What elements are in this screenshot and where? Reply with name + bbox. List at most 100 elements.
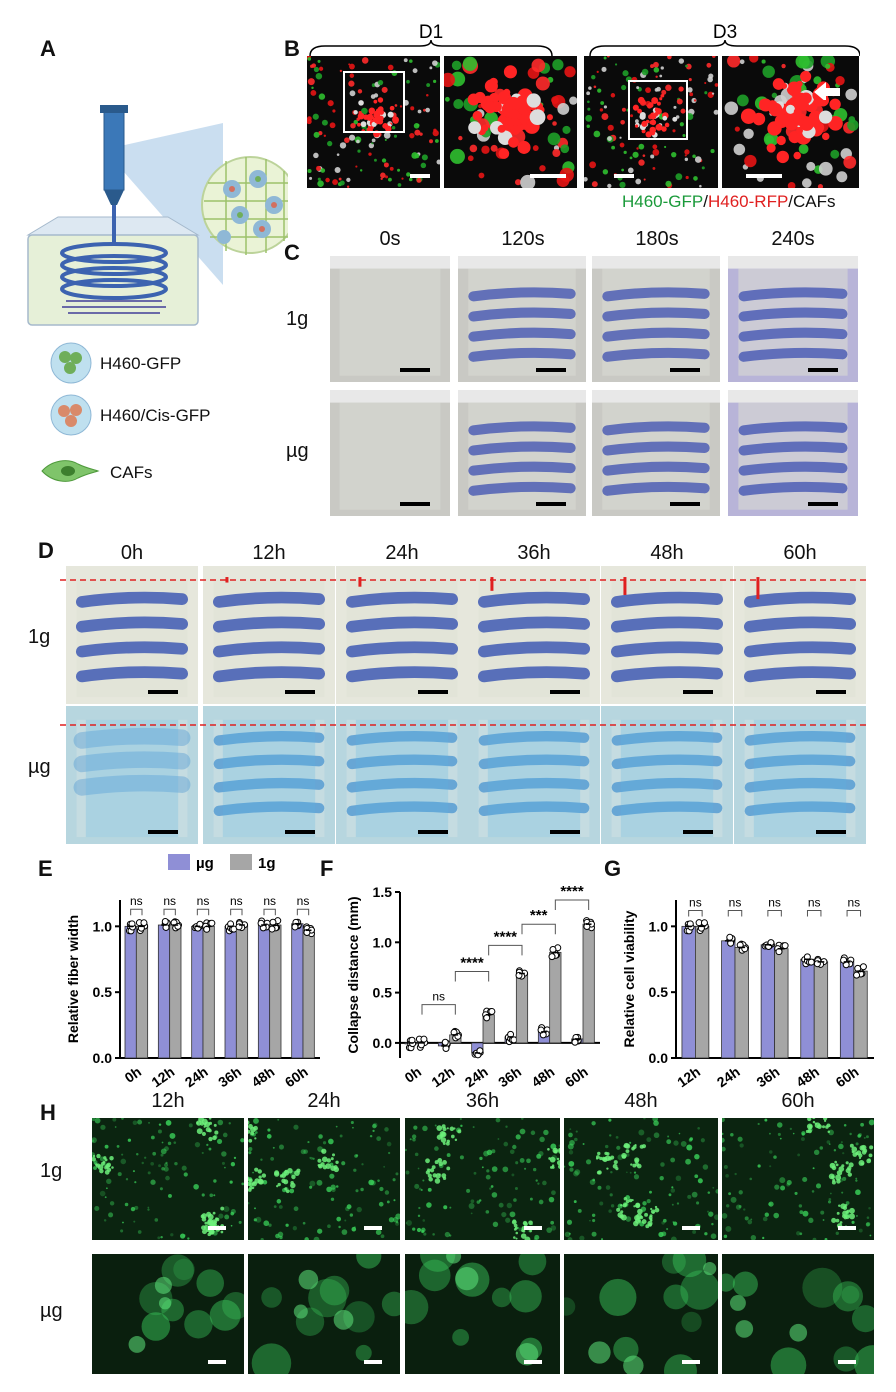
scale-bar xyxy=(816,690,846,694)
significance-label: ns xyxy=(130,894,143,908)
scale-bar xyxy=(838,1226,856,1230)
scale-bar xyxy=(364,1226,382,1230)
scale-bar xyxy=(418,830,448,834)
row-label-microgravity: µg xyxy=(40,1300,63,1322)
time-header: 48h xyxy=(624,1090,658,1112)
bar xyxy=(774,948,789,1059)
significance-label: ns xyxy=(808,896,821,910)
scale-bar xyxy=(746,174,782,178)
x-tick-label: 36h xyxy=(753,1063,782,1090)
scale-bar xyxy=(550,830,580,834)
time-header: 120s xyxy=(501,228,545,250)
h460-cis-gfp-sphere-icon xyxy=(50,394,92,436)
bar xyxy=(760,944,776,1059)
time-header: 48h xyxy=(650,542,684,564)
time-header: 36h xyxy=(517,542,551,564)
time-header: 12h xyxy=(151,1090,185,1112)
fluorescence-micrograph xyxy=(722,1118,874,1240)
data-point xyxy=(548,953,556,961)
micrograph-d1-overview xyxy=(307,56,440,188)
y-tick-label: 1.5 xyxy=(373,884,393,900)
legend-entry: µg xyxy=(196,855,214,872)
fluorescence-micrograph xyxy=(564,1254,718,1374)
time-header: 24h xyxy=(307,1090,341,1112)
legend-h460-gfp: H460-GFP xyxy=(100,354,182,373)
micrograph-d3-zoom xyxy=(722,56,859,188)
arrow-icon xyxy=(814,82,840,100)
x-tick-label: 24h xyxy=(714,1063,743,1090)
significance-label: ns xyxy=(729,896,742,910)
bar xyxy=(800,958,815,1059)
construct-photo xyxy=(728,390,858,516)
bar xyxy=(191,925,204,1059)
data-point xyxy=(161,918,169,926)
data-point xyxy=(483,1014,491,1022)
y-tick-label: 0.5 xyxy=(373,985,393,1001)
x-tick-label: 12h xyxy=(674,1063,703,1090)
significance-label: **** xyxy=(494,928,518,945)
y-tick-label: 0.5 xyxy=(93,984,113,1000)
construct-photo xyxy=(458,256,586,382)
fluorescence-micrograph xyxy=(722,1254,874,1374)
data-point xyxy=(208,919,216,927)
bar xyxy=(302,929,315,1059)
data-point xyxy=(700,919,708,927)
reference-line xyxy=(60,579,870,581)
chart-e-fiber-width: 0.0 0.5 1.0 Relative fiber width 0h 12h 24h 36h… xyxy=(65,854,320,1090)
bar xyxy=(839,961,855,1059)
scale-bar xyxy=(682,1360,700,1364)
data-point xyxy=(441,1038,449,1046)
significance-label: ns xyxy=(263,894,276,908)
significance-label: *** xyxy=(530,907,548,924)
bar xyxy=(734,947,749,1059)
scale-bar xyxy=(670,368,700,372)
data-point xyxy=(203,925,211,933)
bar xyxy=(169,924,182,1059)
significance-label: ns xyxy=(297,894,310,908)
construct-photo xyxy=(734,706,866,844)
x-tick-label: 24h xyxy=(182,1063,211,1090)
scale-bar xyxy=(285,830,315,834)
fluorescence-micrograph xyxy=(248,1118,400,1240)
x-tick-label: 24h xyxy=(462,1063,491,1090)
data-point xyxy=(268,925,276,933)
data-point xyxy=(488,1007,496,1015)
construct-photo xyxy=(330,390,450,516)
significance-label: ns xyxy=(847,896,860,910)
x-tick-label: 60h xyxy=(282,1063,311,1090)
bar xyxy=(224,925,237,1059)
panel-g-label: G xyxy=(604,856,622,881)
bar xyxy=(157,924,171,1059)
significance-label: ns xyxy=(432,990,445,1004)
y-tick-label: 1.0 xyxy=(649,918,669,934)
panel-e-label: E xyxy=(38,856,53,881)
bar xyxy=(681,925,696,1059)
panel-b-label: B xyxy=(284,36,300,61)
scale-bar xyxy=(808,502,838,506)
bar xyxy=(813,961,829,1059)
time-header: 60h xyxy=(783,542,817,564)
bar xyxy=(135,925,149,1059)
panel-f-label: F xyxy=(320,856,334,881)
significance-label: ns xyxy=(230,894,243,908)
construct-photo xyxy=(601,706,733,844)
time-header: 60h xyxy=(781,1090,815,1112)
panel-d-label: D xyxy=(38,538,54,563)
caf-cell-icon xyxy=(41,460,100,482)
significance-label: ns xyxy=(197,894,210,908)
roi-box-d3 xyxy=(628,80,688,140)
x-tick-label: 12h xyxy=(148,1063,177,1090)
fluorescence-micrograph xyxy=(564,1118,718,1240)
y-tick-label: 0.0 xyxy=(373,1035,393,1051)
data-point xyxy=(775,948,783,956)
construct-photo xyxy=(468,706,600,844)
legend-h460-cis-gfp: H460/Cis-GFP xyxy=(100,406,211,425)
legend-cafs: CAFs xyxy=(110,463,153,482)
panel-a-label: A xyxy=(40,36,56,61)
scale-bar xyxy=(614,174,634,178)
group-label-d3: D3 xyxy=(713,22,737,43)
bar xyxy=(515,973,529,1044)
y-axis-label: Relative cell viability xyxy=(621,910,637,1047)
construct-photo xyxy=(336,566,468,704)
row-label-microgravity: µg xyxy=(28,756,51,778)
